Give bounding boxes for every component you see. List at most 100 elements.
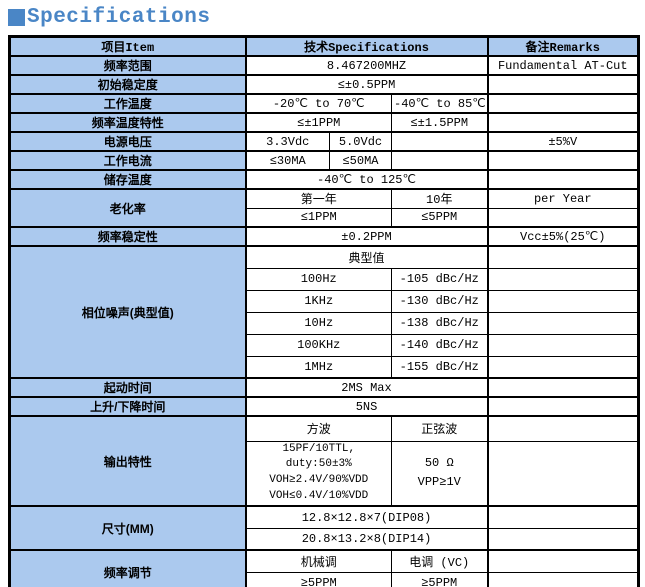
cell-supply-voltage-value3	[391, 131, 488, 152]
table-row: 上升/下降时间 5NS	[9, 396, 639, 417]
row-label-phase-noise: 相位噪声(典型值)	[9, 245, 247, 379]
cell-aging-col1-header: 第一年	[245, 188, 392, 209]
row-label-op-current: 工作电流	[9, 150, 247, 171]
cell-freq-adjust-col1-header: 机械调	[245, 549, 392, 573]
output-detail-line: VOH≤0.4V/10%VDD	[269, 490, 369, 503]
col-header-remarks: 备注Remarks	[486, 35, 639, 57]
table-row: ≥5PPM ≥5PPM	[10, 571, 639, 587]
cell-aging-col2-value: ≤5PPM	[391, 207, 488, 228]
cell-op-current-value3	[391, 150, 488, 171]
cell-phase-noise-value-4: -155 dBc/Hz	[391, 355, 488, 379]
row-label-output-char: 输出特性	[9, 414, 247, 507]
cell-phase-noise-value-3: -140 dBc/Hz	[391, 333, 488, 357]
cell-freq-temp-value1: ≤±1PPM	[245, 112, 392, 133]
cell-phase-noise-remark-3	[486, 333, 639, 357]
cell-freq-adjust-remark2	[486, 571, 639, 587]
cell-freq-range-remark: Fundamental AT-Cut	[486, 55, 639, 76]
table-row: 初始稳定度 ≤±0.5PPM	[9, 74, 639, 95]
cell-phase-noise-remark-0	[486, 267, 639, 291]
table-row: 频率调节 机械调 电调 (VC)	[9, 549, 639, 587]
cell-storage-temp-value: -40℃ to 125℃	[245, 169, 488, 190]
cell-rise-fall-time-remark	[486, 396, 639, 417]
table-row: 尺寸(MM) 12.8×12.8×7(DIP08)	[9, 505, 639, 551]
cell-size-value1: 12.8×12.8×7(DIP08)	[245, 505, 488, 529]
cell-output-remark1	[486, 415, 639, 442]
table-row: 电源电压 3.3Vdc 5.0Vdc ±5%V	[9, 131, 639, 152]
row-label-freq-adjust: 频率调节	[9, 549, 247, 587]
cell-phase-noise-header-remark	[486, 245, 639, 269]
cell-output-col1-header: 方波	[245, 415, 392, 442]
cell-rise-fall-time-value: 5NS	[245, 396, 488, 417]
cell-storage-temp-remark	[486, 169, 639, 190]
table-row: 100Hz -105 dBc/Hz	[10, 267, 639, 291]
cell-phase-noise-remark-2	[486, 311, 639, 335]
cell-size-remark2	[486, 527, 639, 551]
cell-op-current-value1: ≤30MA	[245, 150, 330, 171]
cell-aging-col2-header: 10年	[391, 188, 488, 209]
row-label-storage-temp: 储存温度	[9, 169, 247, 190]
table-row: 工作电流 ≤30MA ≤50MA	[9, 150, 639, 171]
cell-initial-stability-remark	[486, 74, 639, 95]
row-label-freq-stability: 频率稳定性	[9, 226, 247, 247]
cell-supply-voltage-remark: ±5%V	[486, 131, 639, 152]
table-header-row: 项目Item 技术Specifications 备注Remarks	[9, 35, 639, 57]
cell-freq-range-value: 8.467200MHZ	[245, 55, 488, 76]
table-row: 工作温度 -20℃ to 70℃ -40℃ to 85℃	[9, 93, 639, 114]
cell-phase-noise-value-2: -138 dBc/Hz	[391, 311, 488, 335]
col-header-item: 项目Item	[9, 35, 247, 57]
cell-output-col2-header: 正弦波	[391, 415, 488, 442]
cell-size-remark1	[486, 505, 639, 529]
row-label-rise-fall-time: 上升/下降时间	[9, 396, 247, 417]
cell-phase-noise-offset-4: 1MHz	[245, 355, 392, 379]
cell-phase-noise-offset-1: 1KHz	[245, 289, 392, 313]
table-row: 输出特性 方波 正弦波	[9, 414, 639, 507]
cell-phase-noise-value-0: -105 dBc/Hz	[391, 267, 488, 291]
cell-aging-remark2	[486, 207, 639, 228]
cell-phase-noise-offset-3: 100KHz	[245, 333, 392, 357]
cell-phase-noise-remark-4	[486, 355, 639, 379]
cell-supply-voltage-value2: 5.0Vdc	[329, 131, 392, 152]
table-row: 1KHz -130 dBc/Hz	[10, 289, 639, 313]
output-detail-line: 15PF/10TTL, duty:50±3%	[282, 442, 356, 471]
row-label-op-temp: 工作温度	[9, 93, 247, 114]
table-row: 100KHz -140 dBc/Hz	[10, 333, 639, 357]
section-bullet-icon	[8, 9, 25, 26]
table-row: 频率范围 8.467200MHZ Fundamental AT-Cut	[9, 55, 639, 76]
cell-output-col2-detail: 50 Ω VPP≥1V	[391, 440, 488, 507]
table-row: 频率稳定性 ±0.2PPM Vcc±5%(25℃)	[9, 226, 639, 247]
cell-op-current-remark	[486, 150, 639, 171]
page-title: Specifications	[27, 6, 211, 29]
row-label-startup-time: 起动时间	[9, 377, 247, 398]
table-row: 相位噪声(典型值) 典型值	[9, 245, 639, 379]
row-label-initial-stability: 初始稳定度	[9, 74, 247, 95]
section-title: Specifications	[8, 6, 645, 29]
cell-freq-temp-value2: ≤±1.5PPM	[391, 112, 488, 133]
table-row: 起动时间 2MS Max	[9, 377, 639, 398]
cell-freq-temp-remark	[486, 112, 639, 133]
cell-startup-time-value: 2MS Max	[245, 377, 488, 398]
cell-aging-remark1: per Year	[486, 188, 639, 209]
cell-phase-noise-offset-2: 10Hz	[245, 311, 392, 335]
cell-freq-stability-remark: Vcc±5%(25℃)	[486, 226, 639, 247]
cell-freq-adjust-remark1	[486, 549, 639, 573]
cell-initial-stability-value: ≤±0.5PPM	[245, 74, 488, 95]
cell-phase-noise-offset-0: 100Hz	[245, 267, 392, 291]
row-label-aging: 老化率	[9, 188, 247, 228]
table-row: 老化率 第一年 10年 per Year	[9, 188, 639, 228]
cell-aging-col1-value: ≤1PPM	[245, 207, 392, 228]
cell-size-value2: 20.8×13.2×8(DIP14)	[245, 527, 488, 551]
cell-output-remark2	[486, 440, 639, 507]
output-detail-line: 50 Ω	[424, 456, 454, 471]
row-label-supply-voltage: 电源电压	[9, 131, 247, 152]
cell-freq-stability-value: ±0.2PPM	[245, 226, 488, 247]
table-row: 15PF/10TTL, duty:50±3% VOH≥2.4V/90%VDD V…	[10, 440, 639, 507]
cell-phase-noise-value-1: -130 dBc/Hz	[391, 289, 488, 313]
cell-supply-voltage-value1: 3.3Vdc	[245, 131, 330, 152]
cell-op-temp-value2: -40℃ to 85℃	[391, 93, 488, 114]
output-detail-line: VOH≥2.4V/90%VDD	[269, 474, 369, 487]
col-header-spec: 技术Specifications	[245, 35, 488, 57]
cell-output-col1-detail: 15PF/10TTL, duty:50±3% VOH≥2.4V/90%VDD V…	[245, 440, 392, 507]
cell-phase-noise-remark-1	[486, 289, 639, 313]
cell-startup-time-remark	[486, 377, 639, 398]
row-label-freq-temp: 频率温度特性	[9, 112, 247, 133]
